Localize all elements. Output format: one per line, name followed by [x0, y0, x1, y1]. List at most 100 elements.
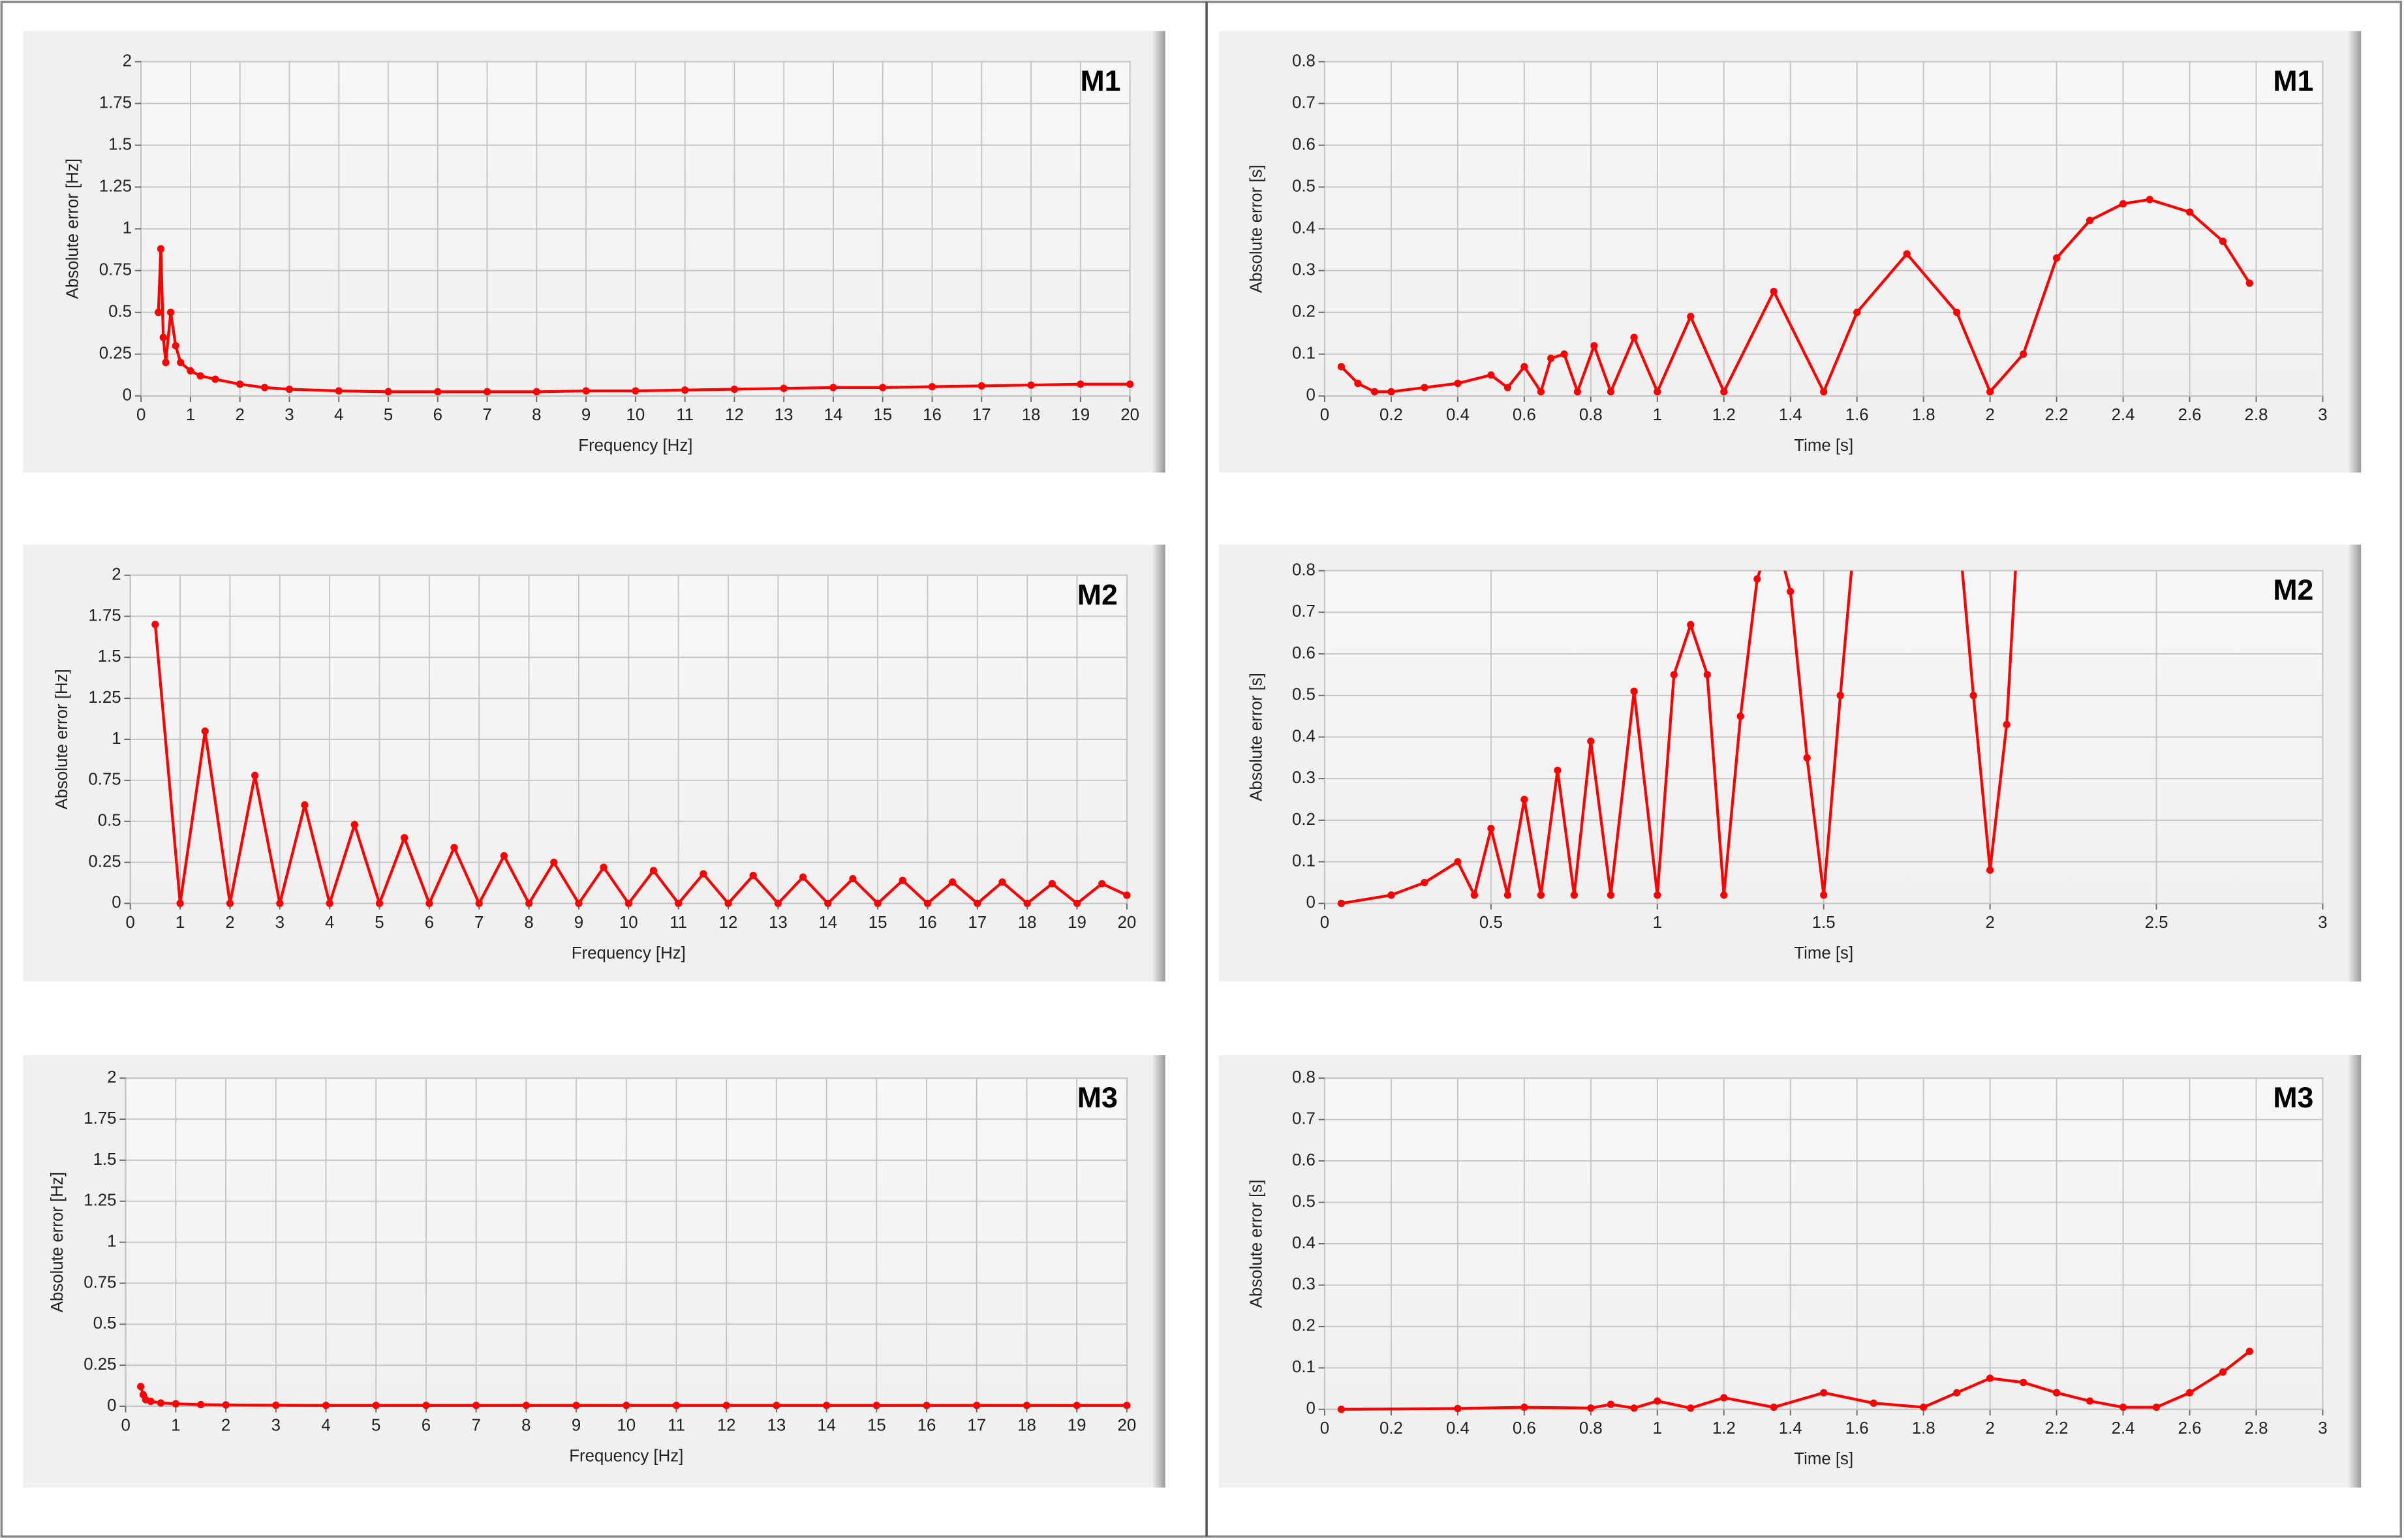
y-tick-label: 0.1	[1292, 1358, 1316, 1376]
data-point	[1654, 1397, 1661, 1405]
data-point	[1853, 309, 1861, 316]
y-tick-label: 1	[123, 219, 132, 237]
data-point	[1654, 891, 1661, 899]
data-point	[1630, 333, 1638, 341]
x-tick-label: 2.5	[2145, 914, 2168, 932]
x-tick-label: 0.5	[1479, 914, 1503, 932]
x-tick-label: 2.2	[2045, 406, 2069, 424]
y-tick-label: 1	[112, 730, 121, 748]
y-tick-label: 0.25	[88, 852, 121, 870]
data-point	[157, 245, 165, 253]
data-point	[1770, 288, 1778, 296]
x-tick-label: 2	[236, 406, 245, 424]
y-tick-label: 0.5	[1292, 1192, 1316, 1210]
data-point	[2152, 1403, 2161, 1411]
x-tick-label: 1.6	[1845, 1419, 1869, 1438]
data-point	[372, 1402, 380, 1409]
data-point	[1607, 891, 1615, 899]
data-point	[1986, 388, 1994, 395]
data-point	[1870, 1399, 1877, 1407]
y-tick-label: 0.3	[1292, 769, 1316, 787]
data-point	[2019, 350, 2027, 358]
y-tick-label: 1.75	[99, 93, 132, 112]
x-tick-label: 3	[2318, 914, 2327, 932]
data-point	[434, 388, 442, 395]
data-point	[326, 899, 333, 908]
y-tick-label: 0.6	[1292, 1151, 1316, 1169]
data-point	[166, 309, 175, 316]
x-tick-label: 2	[225, 914, 234, 932]
x-tick-label: 2	[1985, 914, 1994, 932]
series	[151, 621, 1131, 909]
y-tick-label: 1.75	[88, 606, 121, 624]
data-point	[2146, 196, 2153, 204]
data-point	[1787, 587, 1795, 596]
y-tick-label: 0.4	[1292, 219, 1316, 237]
x-tick-label: 7	[482, 406, 491, 424]
y-tick-label: 1.5	[93, 1150, 117, 1169]
data-point	[285, 385, 294, 393]
y-tick-label: 1.5	[108, 135, 132, 153]
data-point	[532, 388, 540, 395]
x-tick-label: 10	[617, 1416, 636, 1434]
data-point	[1337, 1406, 1346, 1413]
data-point	[829, 384, 837, 392]
y-axis-label: Absolute error [s]	[1247, 673, 1265, 801]
x-tick-label: 8	[521, 1416, 531, 1434]
x-tick-label: 2	[1985, 1419, 1994, 1438]
data-point	[978, 382, 985, 390]
y-tick-label: 0.2	[1292, 303, 1316, 321]
data-point	[1770, 1403, 1778, 1411]
data-point	[998, 878, 1006, 886]
data-point	[822, 1402, 831, 1409]
data-point	[1654, 388, 1661, 395]
data-point	[1370, 388, 1379, 395]
data-point	[322, 1402, 330, 1409]
panel-bevel	[1152, 1055, 1165, 1488]
data-point	[276, 899, 284, 908]
data-point	[1986, 866, 1994, 874]
data-point	[799, 873, 807, 881]
series	[155, 245, 1134, 395]
x-tick-label: 19	[1068, 1416, 1086, 1434]
data-point	[2185, 1389, 2194, 1397]
x-axis-label: Frequency [Hz]	[569, 1447, 683, 1465]
data-point	[874, 899, 882, 908]
data-point	[147, 1397, 155, 1406]
data-point	[176, 899, 184, 908]
data-point	[1454, 1404, 1462, 1413]
x-tick-label: 1.5	[1812, 914, 1836, 932]
x-tick-label: 0.4	[1446, 1419, 1470, 1438]
data-point	[2219, 238, 2227, 245]
y-tick-label: 0.7	[1292, 602, 1316, 621]
x-tick-label: 6	[433, 406, 442, 424]
data-point	[157, 1399, 164, 1407]
x-tick-label: 1.6	[1845, 406, 1869, 424]
data-point	[1487, 825, 1495, 833]
y-tick-label: 0.5	[1292, 686, 1316, 704]
y-tick-label: 0.4	[1292, 727, 1316, 745]
data-point	[2086, 1397, 2094, 1405]
data-point	[251, 771, 259, 779]
panel-bevel	[2349, 544, 2362, 982]
data-point	[450, 844, 458, 852]
data-point	[1587, 1404, 1595, 1412]
x-tick-label: 14	[817, 1416, 836, 1434]
panel-bevel	[2349, 1055, 2362, 1488]
data-point	[1736, 712, 1744, 720]
y-tick-label: 1.25	[88, 688, 121, 707]
x-tick-label: 1	[186, 406, 195, 424]
data-point	[1753, 575, 1761, 583]
chart-label: M2	[1077, 579, 1118, 611]
data-point	[1077, 380, 1085, 388]
y-tick-label: 0.8	[1292, 1068, 1316, 1086]
data-point	[1123, 891, 1131, 899]
x-tick-label: 15	[869, 914, 887, 932]
x-tick-label: 2	[1985, 406, 1994, 424]
x-tick-label: 13	[767, 1416, 786, 1434]
x-axis-label: Frequency [Hz]	[578, 437, 692, 455]
x-tick-label: 10	[619, 914, 638, 932]
x-tick-label: 2.8	[2245, 406, 2268, 424]
x-tick-label: 4	[321, 1416, 330, 1434]
x-tick-label: 1.2	[1712, 1419, 1736, 1438]
